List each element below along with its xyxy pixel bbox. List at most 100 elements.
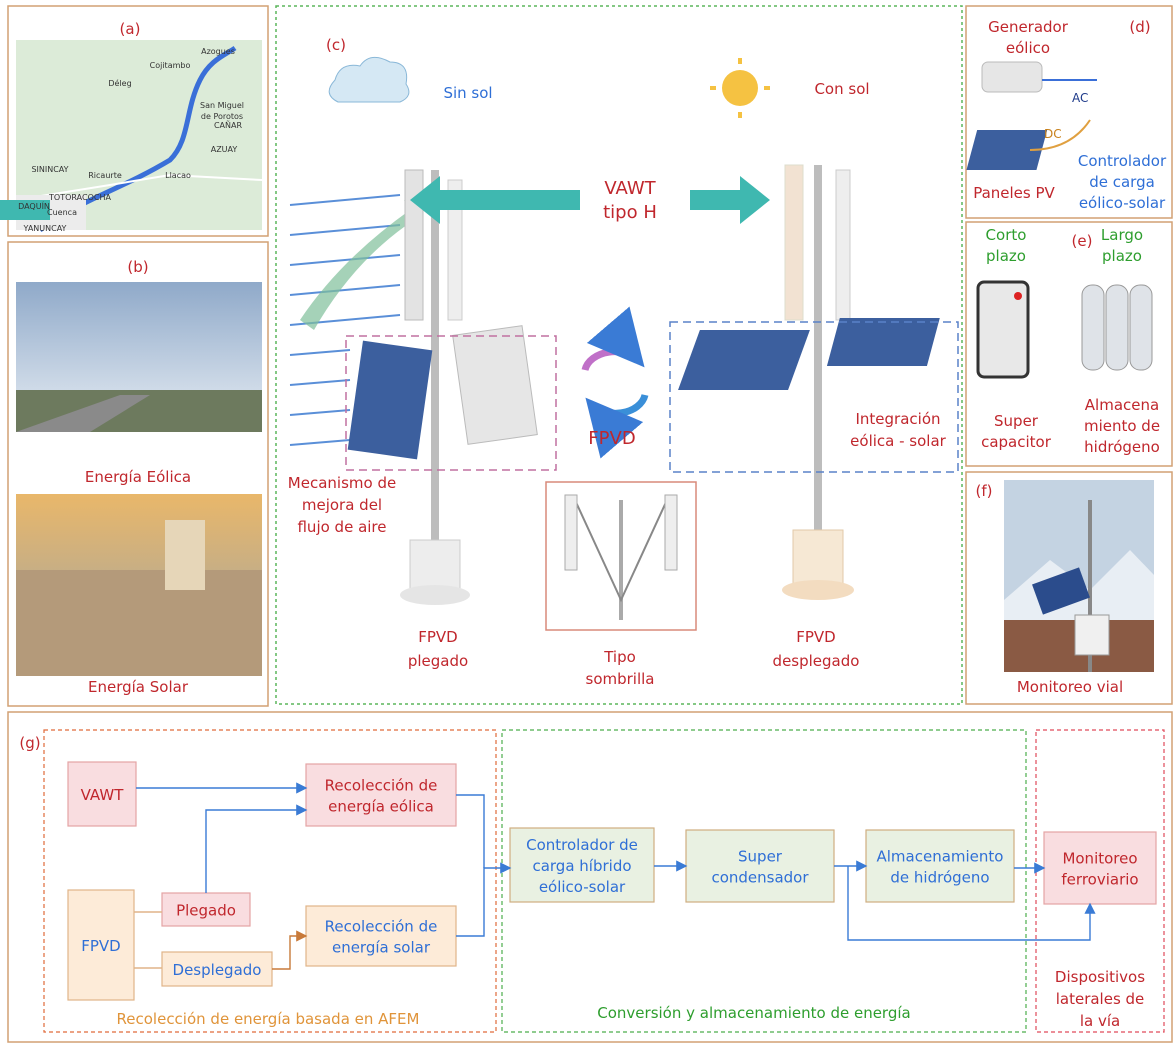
flow-arrow: [205, 804, 308, 893]
label-line: eólico-solar: [1079, 194, 1166, 212]
map-place: SININCAY: [31, 165, 68, 174]
caption: Energía Solar: [88, 678, 189, 696]
node-label: Super condensador: [711, 848, 809, 887]
node-label-line: Almacenamiento: [877, 848, 1004, 866]
label: Largo plazo: [1101, 226, 1143, 265]
map-place: YANUNCAY: [23, 224, 67, 233]
label-line: de carga: [1089, 173, 1155, 191]
label: DC: [1044, 127, 1062, 141]
flow-arrow: [272, 930, 308, 970]
node-label-line: FPVD: [81, 937, 121, 955]
map-place: San Miguel: [200, 101, 244, 110]
label-line: VAWT: [604, 178, 656, 199]
label-line: eólica - solar: [850, 432, 946, 450]
panel-label: (d): [1129, 18, 1150, 36]
node-label: Recolección de energía solar: [325, 918, 438, 957]
label-line: Almacena: [1085, 396, 1159, 414]
flowchart: Recolección de energía basada en AFEM Con…: [67, 761, 1157, 1030]
caption: Monitoreo vial: [1017, 678, 1123, 696]
label: Super capacitor: [981, 412, 1052, 451]
label-line: Largo: [1101, 226, 1143, 244]
label: Controlador de carga eólico-solar: [1078, 152, 1167, 212]
label: FPVD: [588, 428, 635, 449]
flow-arrow: [847, 866, 1096, 941]
node-label-line: Controlador de: [526, 836, 638, 854]
group-label-line: Recolección de energía basada en AFEM: [117, 1010, 420, 1028]
label-line: hidrógeno: [1084, 438, 1160, 456]
panel-label: (c): [326, 36, 346, 54]
map-place: Cojitambo: [150, 61, 191, 70]
node-label-line: VAWT: [81, 786, 125, 804]
label: Tipo sombrilla: [586, 648, 655, 688]
panel-label: (f): [976, 482, 993, 500]
label-line: plazo: [1102, 247, 1142, 265]
label: Almacena miento de hidrógeno: [1084, 396, 1160, 456]
node-label-line: de hidrógeno: [890, 869, 989, 887]
label: AC: [1072, 91, 1088, 105]
label: Corto plazo: [986, 226, 1027, 265]
label-line: Integración: [855, 410, 940, 428]
group-label-line: Conversión y almacenamiento de energía: [597, 1004, 910, 1022]
node-label: Plegado: [176, 902, 236, 920]
illustration: [0, 56, 1153, 631]
map-place: de Porotos: [201, 112, 243, 121]
flow-node: [685, 829, 835, 903]
node-label: Recolección de energía eólica: [325, 777, 438, 816]
caption: Energía Eólica: [85, 468, 191, 486]
label-line: miento de: [1084, 417, 1160, 435]
flow-node: [305, 763, 457, 827]
node-label-line: energía solar: [332, 939, 431, 957]
map-place: Cuenca: [47, 208, 77, 217]
label: Mecanismo de mejora del flujo de aire: [288, 474, 396, 536]
node-label-line: Monitoreo: [1062, 850, 1137, 868]
label: Con sol: [814, 80, 869, 98]
label-line: flujo de aire: [297, 518, 386, 536]
panel-label: (a): [120, 20, 141, 38]
flow-node: [865, 829, 1015, 903]
group-label-line: Dispositivos: [1055, 968, 1145, 986]
flow-node: [1043, 831, 1157, 905]
label-line: plegado: [408, 652, 468, 670]
label-line: Mecanismo de: [288, 474, 396, 492]
flow-node: [161, 892, 251, 927]
label-line: FPVD: [418, 628, 458, 646]
label: Paneles PV: [973, 184, 1055, 202]
node-label-line: Desplegado: [173, 961, 262, 979]
map-place: AZUAY: [211, 145, 238, 154]
flow-arrow: [456, 862, 512, 937]
node-label-line: Super: [738, 848, 783, 866]
node-label: Almacenamiento de hidrógeno: [877, 848, 1004, 887]
flow-arrow: [456, 794, 485, 868]
node-label-line: ferroviario: [1061, 871, 1138, 889]
map-place: Llacao: [165, 171, 191, 180]
label-line: eólico: [1006, 39, 1050, 57]
label-line: sombrilla: [586, 670, 655, 688]
panel-label: (b): [127, 258, 148, 276]
group-label: Conversión y almacenamiento de energía: [597, 1004, 910, 1022]
labels: (a) Azogues Cojitambo Déleg San Miguel de Por…: [18, 18, 1167, 752]
flow-node: [67, 761, 137, 827]
node-label: Monitoreo ferroviario: [1061, 850, 1138, 889]
label-line: plazo: [986, 247, 1026, 265]
node-label-line: carga híbrido: [532, 857, 631, 875]
label: FPVD plegado: [408, 628, 468, 670]
label-line: Tipo: [603, 648, 636, 666]
group-label: Recolección de energía basada en AFEM: [117, 1010, 420, 1028]
node-label-line: energía eólica: [328, 798, 434, 816]
group-label: Dispositivos laterales de la vía: [1055, 968, 1145, 1030]
map-place: CAÑAR: [214, 120, 243, 130]
node-label-line: Recolección de: [325, 777, 438, 795]
map-place: TOTORACOCHA: [48, 193, 111, 202]
label-line: Corto: [986, 226, 1027, 244]
label-line: FPVD: [796, 628, 836, 646]
flow-node: [305, 905, 457, 967]
panel-borders: [7, 5, 1173, 1043]
node-label-line: eólico-solar: [539, 878, 626, 896]
label: FPVD desplegado: [773, 628, 860, 670]
label: Generador eólico: [988, 18, 1069, 57]
flow-node: [161, 951, 273, 987]
label-line: desplegado: [773, 652, 860, 670]
node-label: Controlador de carga híbrido eólico-solar: [526, 836, 638, 896]
group-label-line: la vía: [1080, 1012, 1120, 1030]
map-place: Déleg: [108, 78, 131, 88]
